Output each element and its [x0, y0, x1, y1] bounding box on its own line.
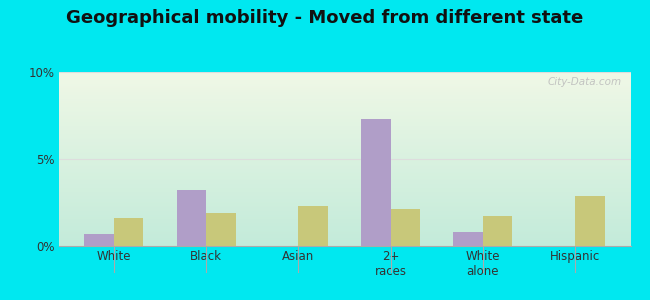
Bar — [575, 196, 604, 246]
Text: City-Data.com: City-Data.com — [548, 77, 622, 87]
Bar — [391, 209, 420, 246]
Bar — [177, 190, 206, 246]
Bar — [298, 206, 328, 246]
Text: Geographical mobility - Moved from different state: Geographical mobility - Moved from diffe… — [66, 9, 584, 27]
Bar — [114, 218, 144, 246]
Bar — [453, 232, 483, 246]
Bar — [206, 213, 236, 246]
Bar — [84, 234, 114, 246]
Bar — [361, 119, 391, 246]
Bar — [483, 216, 512, 246]
